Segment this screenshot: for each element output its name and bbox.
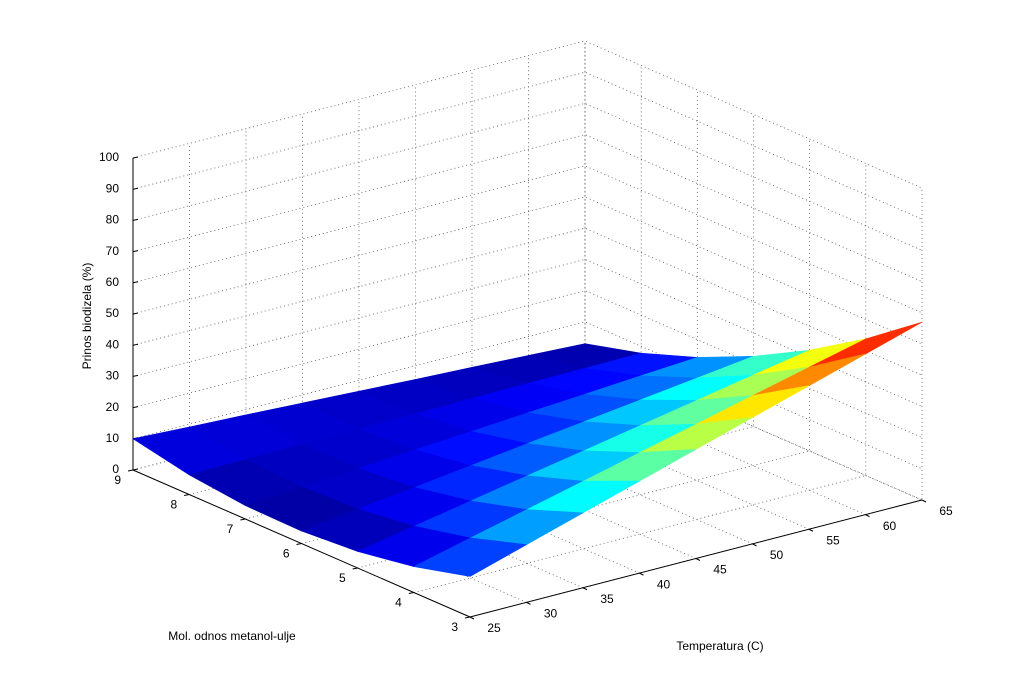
x-tick-label: 55 xyxy=(826,533,840,547)
x-tick xyxy=(752,543,757,547)
y-tick-label: 6 xyxy=(283,547,290,561)
x-tick xyxy=(639,572,644,576)
x-tick xyxy=(526,601,531,605)
y-tick-label: 5 xyxy=(339,571,346,585)
z-tick xyxy=(132,374,139,377)
grid-line xyxy=(132,71,923,220)
x-tick-label: 35 xyxy=(600,592,614,606)
grid-line xyxy=(132,196,923,345)
z-tick xyxy=(132,187,139,190)
z-tick xyxy=(132,281,139,284)
y-tick xyxy=(127,469,134,472)
y-tick-label: 7 xyxy=(227,522,234,536)
x-tick-label: 45 xyxy=(713,563,727,577)
y-tick-label: 8 xyxy=(170,498,177,512)
y-tick xyxy=(184,494,190,496)
z-tick-label: 70 xyxy=(106,244,120,258)
y-tick-label: 9 xyxy=(114,473,121,487)
z-tick-label: 100 xyxy=(99,150,119,164)
z-tick-label: 30 xyxy=(106,369,120,383)
grid-line xyxy=(132,165,923,314)
z-tick xyxy=(132,156,139,159)
z-tick xyxy=(132,218,139,221)
z-tick-label: 90 xyxy=(106,181,120,195)
y-axis-label: Mol. odnos metanol-ulje xyxy=(168,629,296,643)
x-tick xyxy=(695,558,701,561)
z-tick xyxy=(132,468,139,471)
y-tick xyxy=(240,518,246,521)
z-tick xyxy=(132,343,139,346)
z-tick xyxy=(132,312,139,315)
y-tick xyxy=(352,567,358,570)
x-tick-label: 60 xyxy=(883,519,897,533)
y-tick xyxy=(296,543,302,545)
z-tick-label: 10 xyxy=(106,431,120,445)
z-axis-label: Prinos biodizela (%) xyxy=(80,263,94,370)
z-tick-label: 40 xyxy=(106,337,120,351)
x-tick-label: 40 xyxy=(657,577,671,591)
z-tick-label: 50 xyxy=(106,306,120,320)
x-tick xyxy=(469,616,475,620)
x-tick-label: 25 xyxy=(487,621,501,635)
grid-line xyxy=(132,352,923,501)
grid-line xyxy=(132,227,923,376)
x-tick xyxy=(582,587,588,591)
grid-line xyxy=(132,102,923,251)
grid-line xyxy=(132,321,923,470)
x-axis-label: Temperatura (C) xyxy=(676,639,763,653)
x-tick xyxy=(865,514,870,518)
surface-patch xyxy=(412,537,528,577)
z-tick xyxy=(132,250,139,253)
y-tick xyxy=(464,616,471,619)
grid-line xyxy=(132,40,923,189)
z-tick-label: 80 xyxy=(106,213,120,227)
grid-line xyxy=(132,134,923,282)
x-tick-label: 50 xyxy=(770,548,784,562)
y-tick-label: 4 xyxy=(395,596,402,610)
x-tick xyxy=(921,499,927,503)
z-tick xyxy=(132,406,139,409)
z-tick-label: 60 xyxy=(106,275,120,289)
x-tick-label: 30 xyxy=(544,607,558,621)
z-tick-label: 20 xyxy=(106,400,120,414)
x-tick xyxy=(808,528,814,532)
grid-line xyxy=(132,290,923,438)
z-tick-label: 0 xyxy=(112,462,119,476)
x-tick-label: 65 xyxy=(939,504,953,518)
y-tick-label: 3 xyxy=(451,620,458,634)
y-tick xyxy=(408,592,414,594)
